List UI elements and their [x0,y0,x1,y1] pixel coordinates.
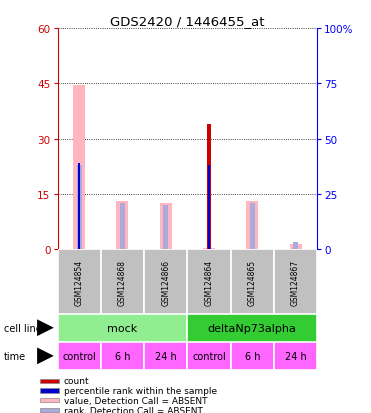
Text: cell line: cell line [4,323,42,333]
Title: GDS2420 / 1446455_at: GDS2420 / 1446455_at [110,15,265,28]
Text: count: count [64,377,89,385]
Bar [246,202,258,250]
Bar [274,342,317,370]
Bar [231,342,274,370]
Bar [40,408,59,412]
Bar [163,206,168,250]
Bar [187,342,231,370]
Bar [40,379,59,383]
Text: percentile rank within the sample: percentile rank within the sample [64,386,217,395]
Text: 6 h: 6 h [244,351,260,361]
Bar [58,250,101,314]
Text: 24 h: 24 h [285,351,306,361]
Bar [144,250,187,314]
Text: time: time [4,351,26,361]
Bar [58,342,101,370]
Bar [78,163,81,250]
Bar [203,248,215,250]
Text: GSM124866: GSM124866 [161,259,170,305]
Bar [73,86,85,250]
Text: GSM124868: GSM124868 [118,259,127,305]
Text: rank, Detection Call = ABSENT: rank, Detection Call = ABSENT [64,406,203,413]
Polygon shape [37,320,54,336]
Bar [187,314,317,342]
Text: GSM124867: GSM124867 [291,259,300,305]
Bar [58,314,187,342]
Bar [160,204,172,250]
Polygon shape [37,348,54,364]
Bar [250,204,255,250]
Bar [76,165,82,250]
Bar [116,202,128,250]
Bar [144,342,187,370]
Text: value, Detection Call = ABSENT: value, Detection Call = ABSENT [64,396,207,405]
Bar [120,204,125,250]
Text: GSM124865: GSM124865 [248,259,257,305]
Bar [293,242,298,250]
Text: GSM124854: GSM124854 [75,259,83,305]
Text: 24 h: 24 h [155,351,177,361]
Text: GSM124864: GSM124864 [204,259,213,305]
Text: mock: mock [107,323,138,333]
Bar [289,244,302,250]
Bar [101,342,144,370]
Bar [208,165,210,250]
Bar [231,250,274,314]
Bar [187,250,231,314]
Bar [101,250,144,314]
Bar [274,250,317,314]
Text: 6 h: 6 h [115,351,130,361]
Bar [40,398,59,403]
Text: control: control [192,351,226,361]
Bar [40,389,59,393]
Text: control: control [62,351,96,361]
Text: deltaNp73alpha: deltaNp73alpha [208,323,297,333]
Bar [207,125,211,250]
